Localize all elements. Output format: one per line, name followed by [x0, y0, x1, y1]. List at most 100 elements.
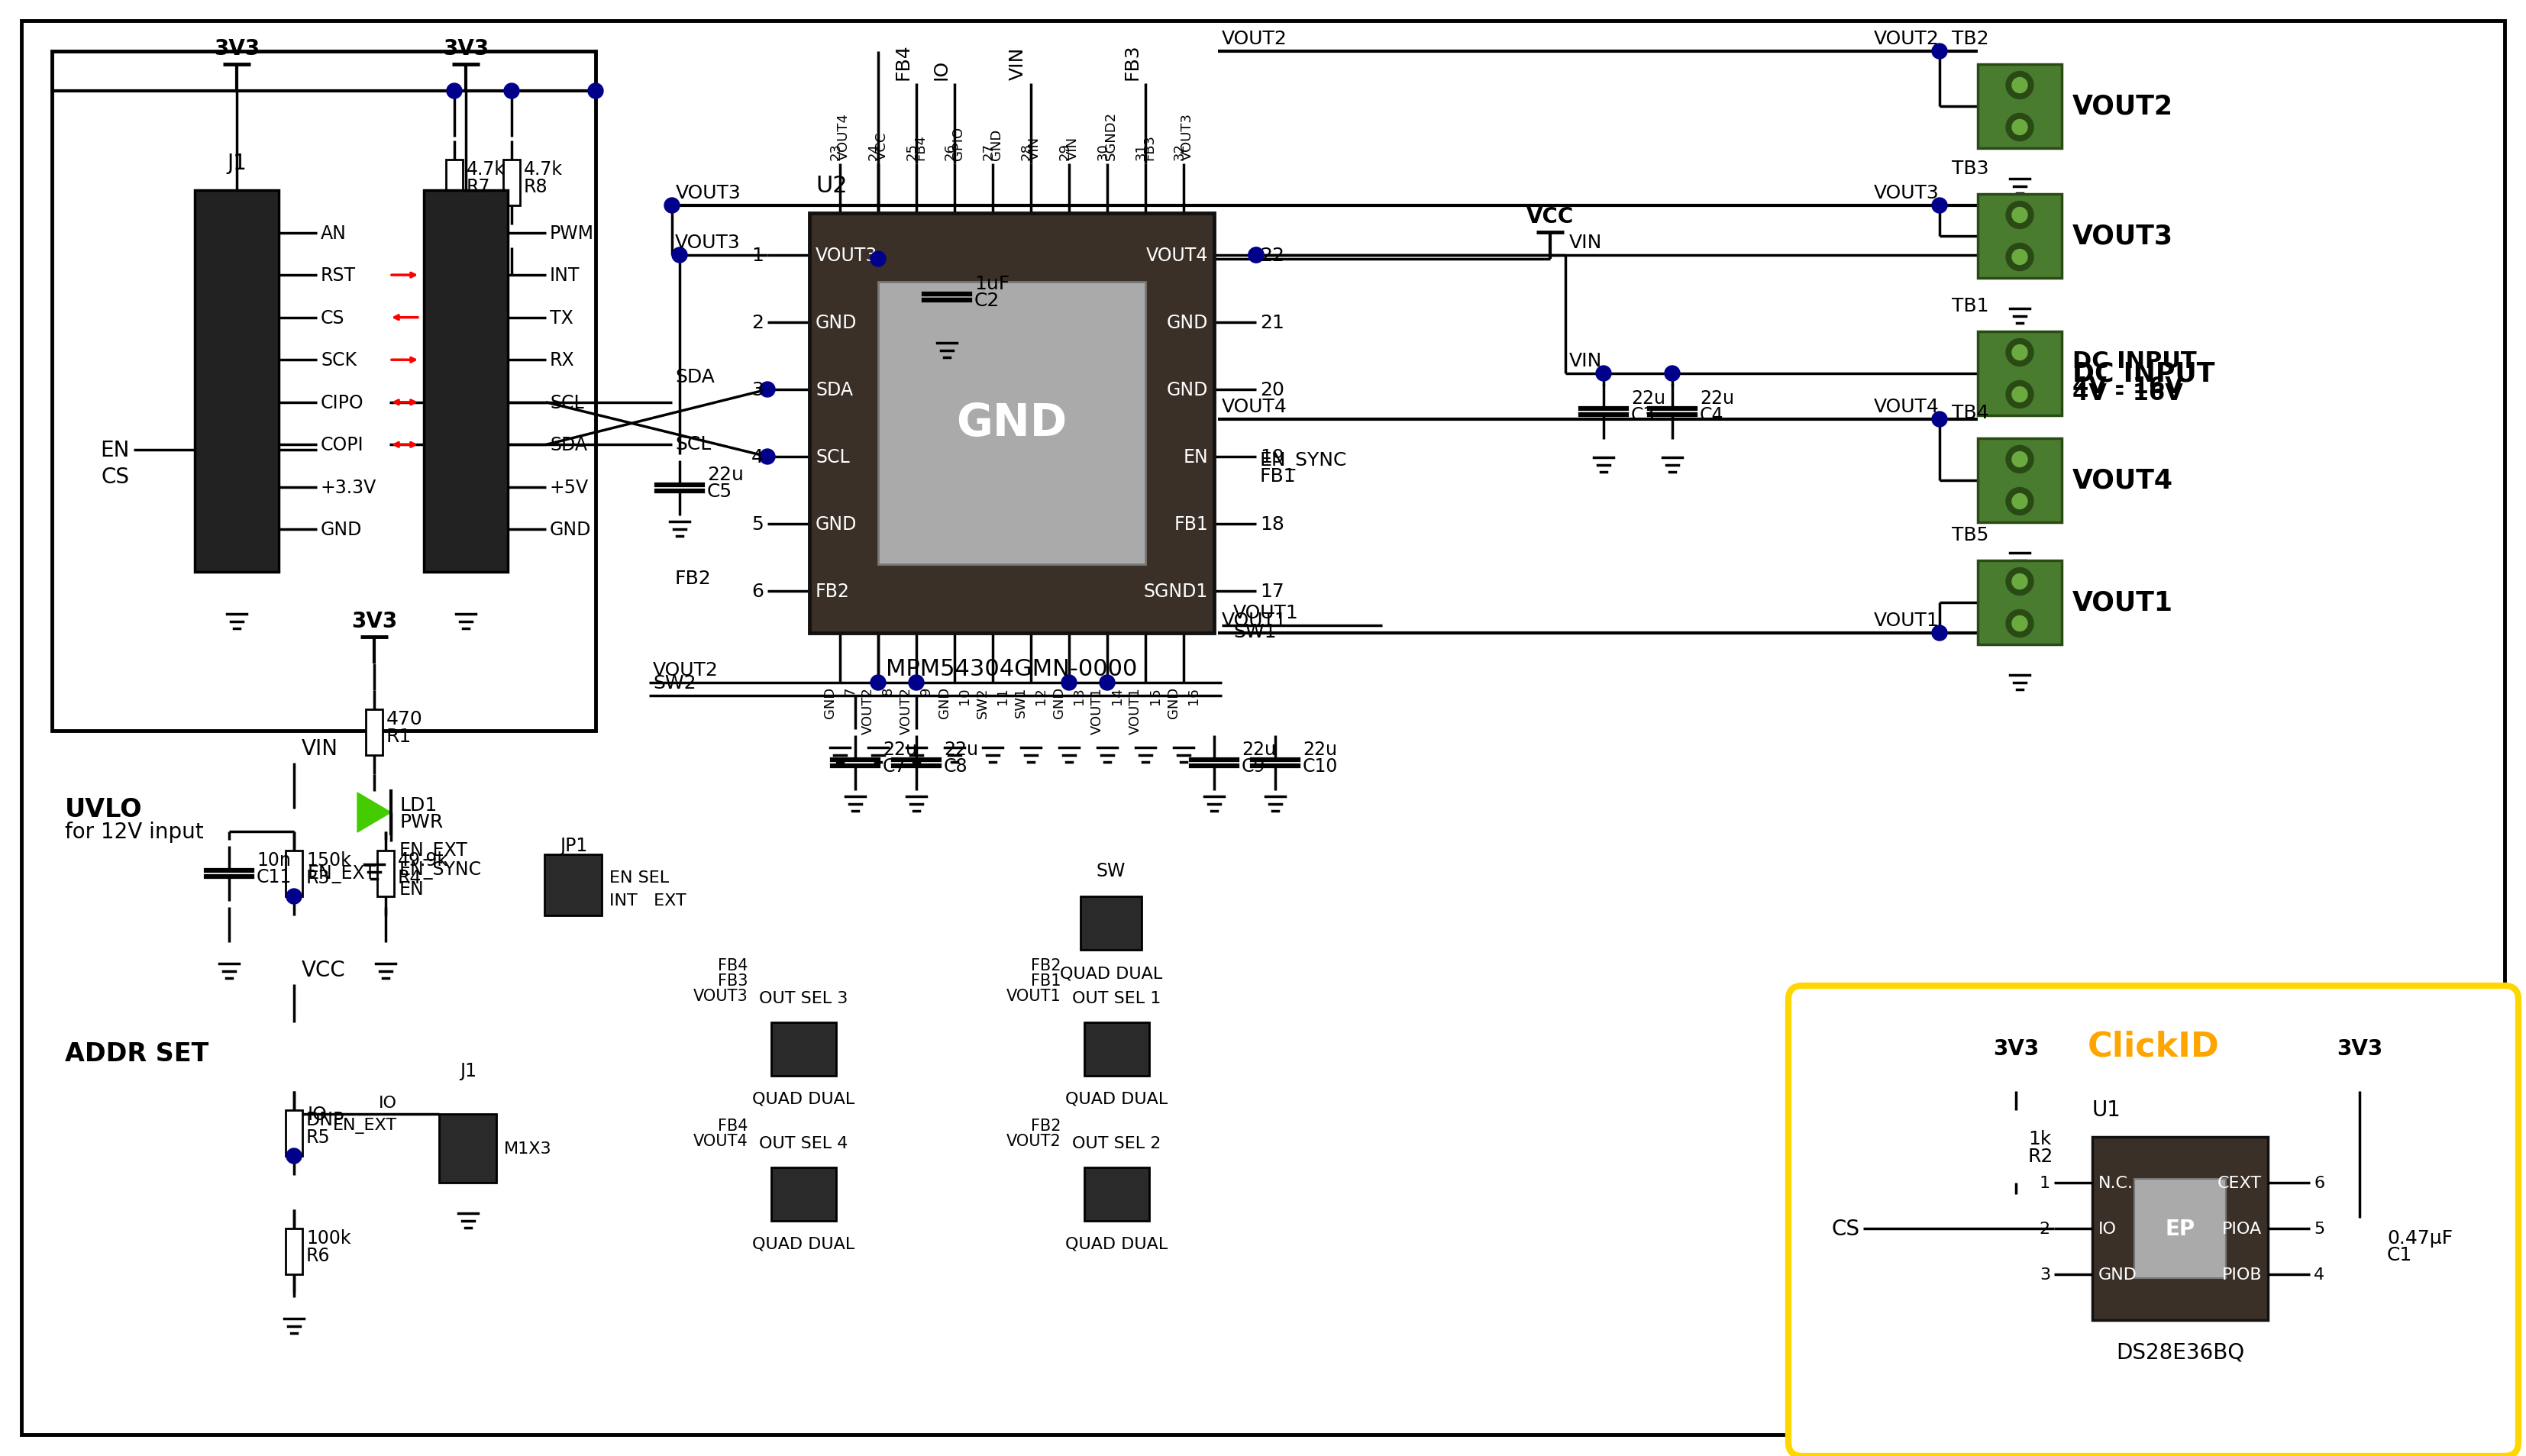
Text: SCL: SCL: [551, 393, 584, 412]
Text: VOUT2: VOUT2: [652, 661, 717, 678]
Circle shape: [672, 248, 687, 264]
Text: EP: EP: [2165, 1217, 2195, 1239]
Bar: [1978, 561, 2061, 645]
Text: 25: 25: [907, 143, 919, 160]
Text: JP1: JP1: [561, 836, 589, 855]
Text: TB1: TB1: [1953, 297, 1988, 314]
Text: VIN: VIN: [301, 738, 338, 759]
Text: 32: 32: [1172, 143, 1187, 160]
Text: 11: 11: [995, 687, 1010, 705]
Bar: [2092, 1137, 2268, 1321]
Text: C3: C3: [1632, 406, 1655, 424]
Text: 2: 2: [750, 313, 763, 332]
Text: TB2: TB2: [1953, 29, 1988, 48]
Text: VOUT4: VOUT4: [1223, 397, 1288, 416]
Text: VIN: VIN: [1569, 233, 1601, 252]
Circle shape: [2013, 616, 2028, 632]
Text: CIPO: CIPO: [321, 393, 364, 412]
Text: SDA: SDA: [551, 435, 586, 454]
Text: GND: GND: [1053, 687, 1066, 718]
Bar: [1081, 897, 1142, 951]
Text: VCC: VCC: [1526, 207, 1574, 227]
Text: TB3: TB3: [1953, 160, 1988, 178]
Text: GND: GND: [823, 687, 836, 718]
Text: C8: C8: [945, 757, 967, 775]
Text: 2: 2: [2038, 1222, 2051, 1236]
Text: 17: 17: [1260, 582, 1283, 600]
Text: ADDR SET: ADDR SET: [66, 1041, 210, 1066]
Text: LD1: LD1: [399, 796, 437, 814]
Text: 22: 22: [1260, 246, 1283, 265]
Circle shape: [664, 198, 679, 214]
Text: PWM: PWM: [551, 224, 594, 242]
Text: VCC: VCC: [874, 131, 889, 160]
Text: 470: 470: [386, 709, 422, 728]
Text: IO: IO: [932, 60, 950, 80]
Circle shape: [2013, 79, 2028, 93]
FancyBboxPatch shape: [1788, 986, 2518, 1456]
Bar: [447, 160, 462, 207]
Text: 1: 1: [750, 246, 763, 265]
Text: VOUT1: VOUT1: [1129, 687, 1142, 734]
Text: EN: EN: [1182, 448, 1207, 466]
Circle shape: [2006, 610, 2033, 638]
Text: SGND2: SGND2: [1104, 111, 1119, 160]
Text: FB2: FB2: [1031, 1118, 1061, 1133]
Bar: [808, 214, 1215, 633]
Bar: [770, 1022, 836, 1076]
Text: GND: GND: [816, 515, 856, 533]
Text: SW2: SW2: [652, 674, 697, 692]
Text: SW1: SW1: [1233, 623, 1276, 641]
Circle shape: [2013, 453, 2028, 467]
Circle shape: [2006, 381, 2033, 409]
Bar: [879, 282, 1144, 565]
Circle shape: [2006, 568, 2033, 596]
Text: FB4: FB4: [914, 134, 927, 160]
Text: FB3: FB3: [717, 973, 748, 989]
Bar: [1084, 1168, 1149, 1222]
Text: CS: CS: [101, 466, 129, 488]
Text: TB4: TB4: [1953, 403, 1988, 422]
Text: VOUT1: VOUT1: [1223, 612, 1288, 629]
Text: GND: GND: [2099, 1267, 2137, 1283]
Text: VOUT4: VOUT4: [1147, 246, 1207, 265]
Text: 27: 27: [983, 143, 995, 160]
Circle shape: [1248, 248, 1263, 264]
Circle shape: [2006, 114, 2033, 141]
Text: 15: 15: [1149, 687, 1162, 705]
Bar: [2134, 1179, 2225, 1278]
Bar: [366, 709, 381, 756]
Text: 1: 1: [2038, 1175, 2051, 1191]
Text: TX: TX: [551, 309, 573, 328]
Text: 30: 30: [1096, 143, 1111, 160]
Bar: [1978, 332, 2061, 416]
Bar: [285, 850, 303, 897]
Text: 1uF: 1uF: [975, 275, 1010, 293]
Text: 18: 18: [1260, 515, 1283, 533]
Text: 23: 23: [829, 143, 844, 160]
Text: M1X3: M1X3: [505, 1142, 551, 1156]
Text: VOUT2: VOUT2: [1008, 1133, 1061, 1149]
Circle shape: [2006, 202, 2033, 229]
Circle shape: [1596, 367, 1612, 381]
Circle shape: [505, 84, 520, 99]
Text: R2: R2: [2028, 1147, 2054, 1165]
Bar: [2008, 1130, 2023, 1175]
Text: MPM54304GMN-0000: MPM54304GMN-0000: [887, 658, 1137, 680]
Text: GND: GND: [957, 402, 1066, 446]
Bar: [1978, 438, 2061, 523]
Text: IO: IO: [308, 1105, 328, 1123]
Circle shape: [2013, 494, 2028, 510]
Circle shape: [2013, 208, 2028, 223]
Text: QUAD DUAL: QUAD DUAL: [1066, 1236, 1167, 1252]
Text: R3: R3: [306, 868, 331, 887]
Bar: [503, 160, 520, 207]
Circle shape: [1248, 248, 1263, 264]
Text: VOUT1: VOUT1: [1008, 989, 1061, 1003]
Text: 22u: 22u: [1243, 740, 1276, 759]
Text: OUT SEL 1: OUT SEL 1: [1071, 990, 1162, 1006]
Text: 28: 28: [1021, 143, 1033, 160]
Circle shape: [589, 84, 604, 99]
Text: C5: C5: [707, 482, 733, 501]
Text: FB2: FB2: [674, 569, 712, 588]
